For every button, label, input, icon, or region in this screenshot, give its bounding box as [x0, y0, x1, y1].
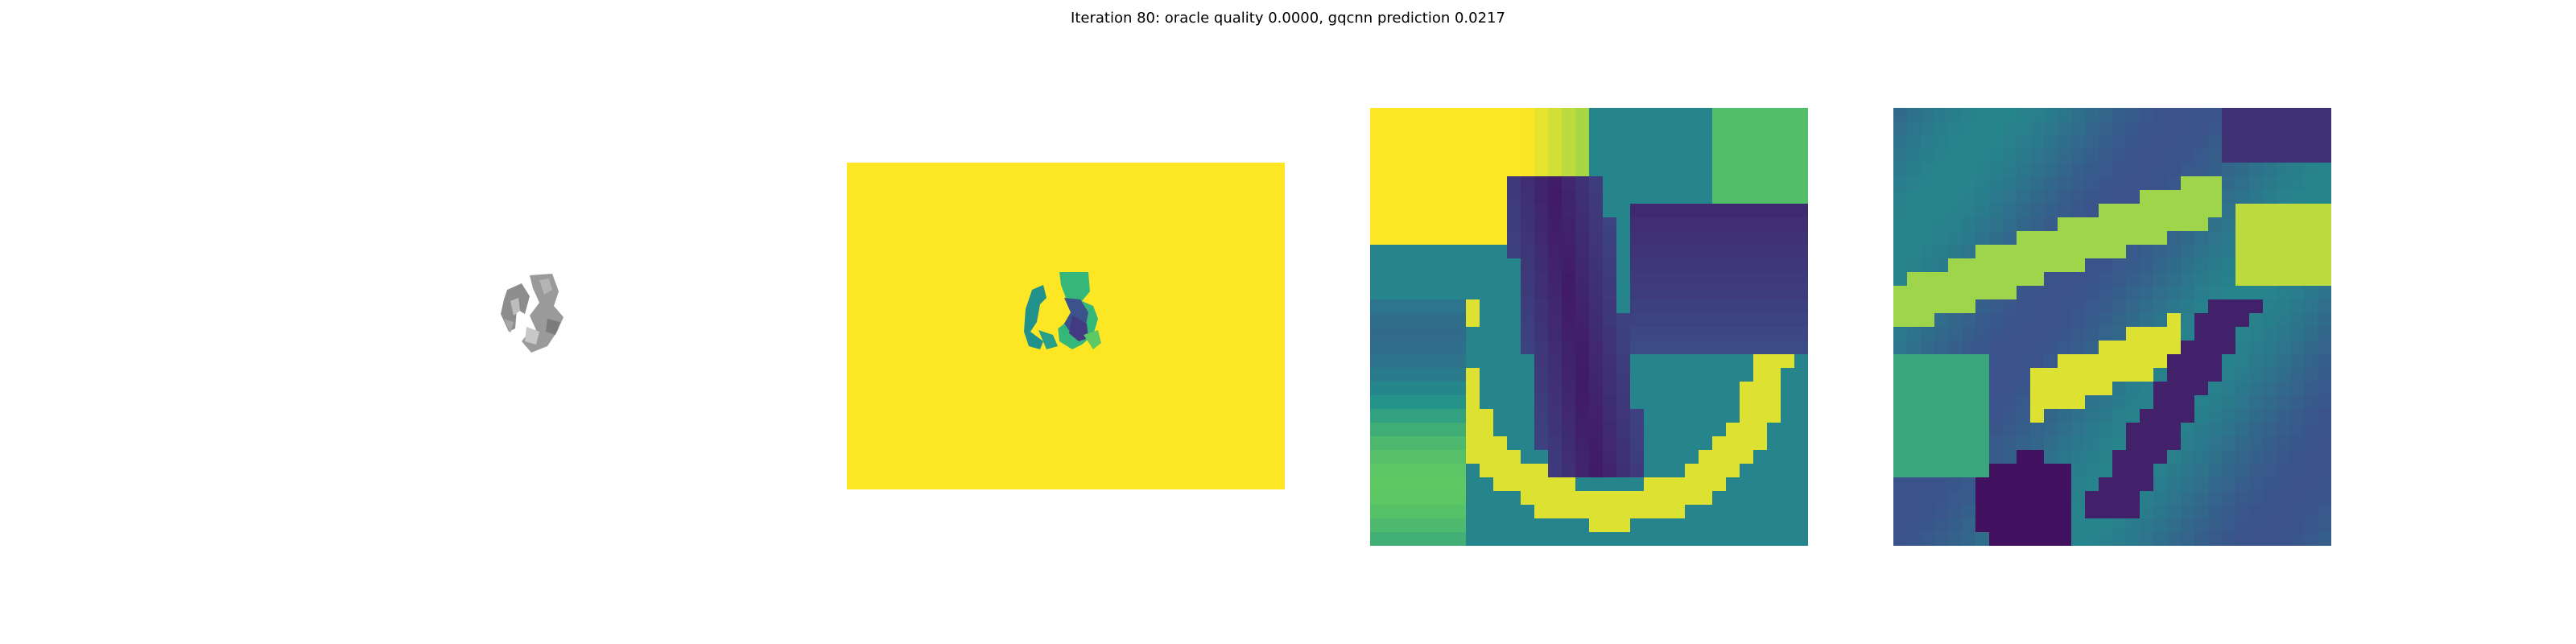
depth-crop-transformed-panel: [1893, 108, 2331, 546]
depth-crop-transformed-heatmap: [1893, 108, 2331, 546]
rendered-object-image: [501, 274, 564, 353]
depth-crop-original-heatmap: [1370, 108, 1808, 546]
rendered-object-panel: [483, 258, 612, 386]
depth-image-panel: [847, 163, 1285, 489]
depth-crop-original-panel: [1370, 108, 1808, 546]
figure-title: Iteration 80: oracle quality 0.0000, gqc…: [1071, 10, 1505, 27]
depth-image: [847, 163, 1285, 489]
